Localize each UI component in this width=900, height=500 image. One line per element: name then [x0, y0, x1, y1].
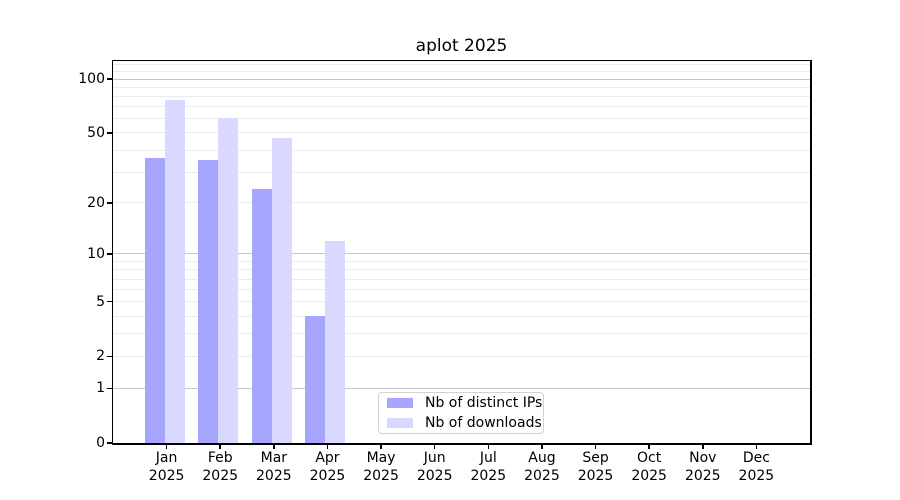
y-axis-tick — [107, 442, 112, 444]
x-tick-label-apr: Apr 2025 — [309, 450, 346, 484]
minor-gridline — [113, 301, 810, 303]
y-tick-label: 50 — [87, 124, 105, 141]
minor-gridline — [113, 64, 810, 66]
x-tick-label-mar: Mar 2025 — [256, 450, 292, 484]
x-axis-tick — [755, 444, 758, 449]
bar-mar-downloads — [271, 137, 292, 443]
bar-feb-downloads — [218, 117, 239, 443]
x-axis-tick — [648, 444, 650, 449]
y-axis-tick — [107, 132, 112, 134]
minor-gridline — [113, 289, 810, 291]
x-axis-tick — [594, 444, 597, 449]
major-gridline — [113, 387, 810, 389]
x-tick-label-aug: Aug 2025 — [524, 450, 560, 484]
minor-gridline — [113, 333, 810, 335]
y-tick-label: 10 — [87, 245, 105, 262]
x-axis-tick — [702, 444, 704, 449]
legend-label-distinct-ips: Nb of distinct IPs — [425, 395, 543, 411]
legend-entry-distinct-ips: Nb of distinct IPs — [387, 395, 542, 411]
bar-apr-downloads — [325, 240, 346, 443]
y-tick-label: 20 — [87, 194, 105, 211]
bar-jan-distinct-ips — [144, 158, 165, 443]
x-axis-tick — [487, 444, 490, 449]
x-axis-tick — [380, 444, 382, 449]
minor-gridline — [113, 202, 810, 204]
y-tick-label: 1 — [96, 380, 105, 397]
minor-gridline — [113, 315, 810, 317]
minor-gridline — [113, 171, 810, 173]
x-axis-tick — [165, 444, 168, 449]
chart-title: aplot 2025 — [415, 36, 508, 56]
x-tick-label-jan: Jan 2025 — [148, 450, 185, 484]
legend-entry-downloads: Nb of downloads — [387, 415, 542, 431]
minor-gridline — [113, 149, 810, 151]
minor-gridline — [113, 355, 810, 357]
x-axis-tick — [433, 444, 436, 449]
minor-gridline — [113, 106, 810, 108]
x-tick-label-dec: Dec 2025 — [738, 450, 775, 484]
minor-gridline — [113, 86, 810, 88]
legend-swatch-distinct-ips — [387, 398, 413, 408]
y-tick-label: 5 — [96, 293, 105, 310]
y-axis-tick — [107, 387, 112, 390]
axis-spine-right — [810, 59, 812, 445]
x-tick-label-sep: Sep 2025 — [577, 450, 614, 484]
minor-gridline — [113, 71, 810, 73]
x-tick-label-jul: Jul 2025 — [470, 450, 507, 484]
major-gridline — [113, 78, 810, 80]
x-tick-label-oct: Oct 2025 — [631, 450, 667, 484]
y-tick-label: 100 — [78, 71, 105, 88]
bar-apr-distinct-ips — [305, 316, 326, 443]
bar-jan-downloads — [164, 100, 185, 443]
x-tick-label-nov: Nov 2025 — [684, 450, 721, 484]
y-tick-label: 2 — [96, 348, 105, 365]
minor-gridline — [113, 118, 810, 120]
minor-gridline — [113, 132, 810, 134]
bar-mar-distinct-ips — [251, 189, 272, 443]
axis-spine-top — [111, 59, 812, 61]
axis-spine-bottom — [111, 443, 812, 445]
x-axis-tick — [541, 444, 543, 449]
axis-spine-left — [111, 59, 113, 445]
bar-feb-distinct-ips — [198, 160, 219, 443]
y-tick-label: 0 — [96, 435, 105, 451]
x-axis-tick — [326, 444, 329, 449]
y-axis-tick — [107, 202, 112, 204]
x-tick-label-jun: Jun 2025 — [416, 450, 453, 484]
y-axis-tick — [107, 253, 112, 255]
y-axis-tick — [107, 300, 112, 303]
minor-gridline — [113, 95, 810, 97]
minor-gridline — [113, 260, 810, 262]
x-tick-label-feb: Feb 2025 — [202, 450, 239, 484]
y-axis-tick — [107, 78, 112, 80]
minor-gridline — [113, 269, 810, 271]
legend: Nb of distinct IPs Nb of downloads — [378, 392, 544, 434]
legend-label-downloads: Nb of downloads — [425, 415, 542, 431]
major-gridline — [113, 253, 810, 255]
legend-swatch-downloads — [387, 418, 413, 428]
x-axis-tick — [219, 444, 221, 449]
x-tick-label-may: May 2025 — [363, 450, 399, 484]
minor-gridline — [113, 278, 810, 280]
x-axis-tick — [273, 444, 275, 449]
y-axis-tick — [107, 355, 112, 358]
